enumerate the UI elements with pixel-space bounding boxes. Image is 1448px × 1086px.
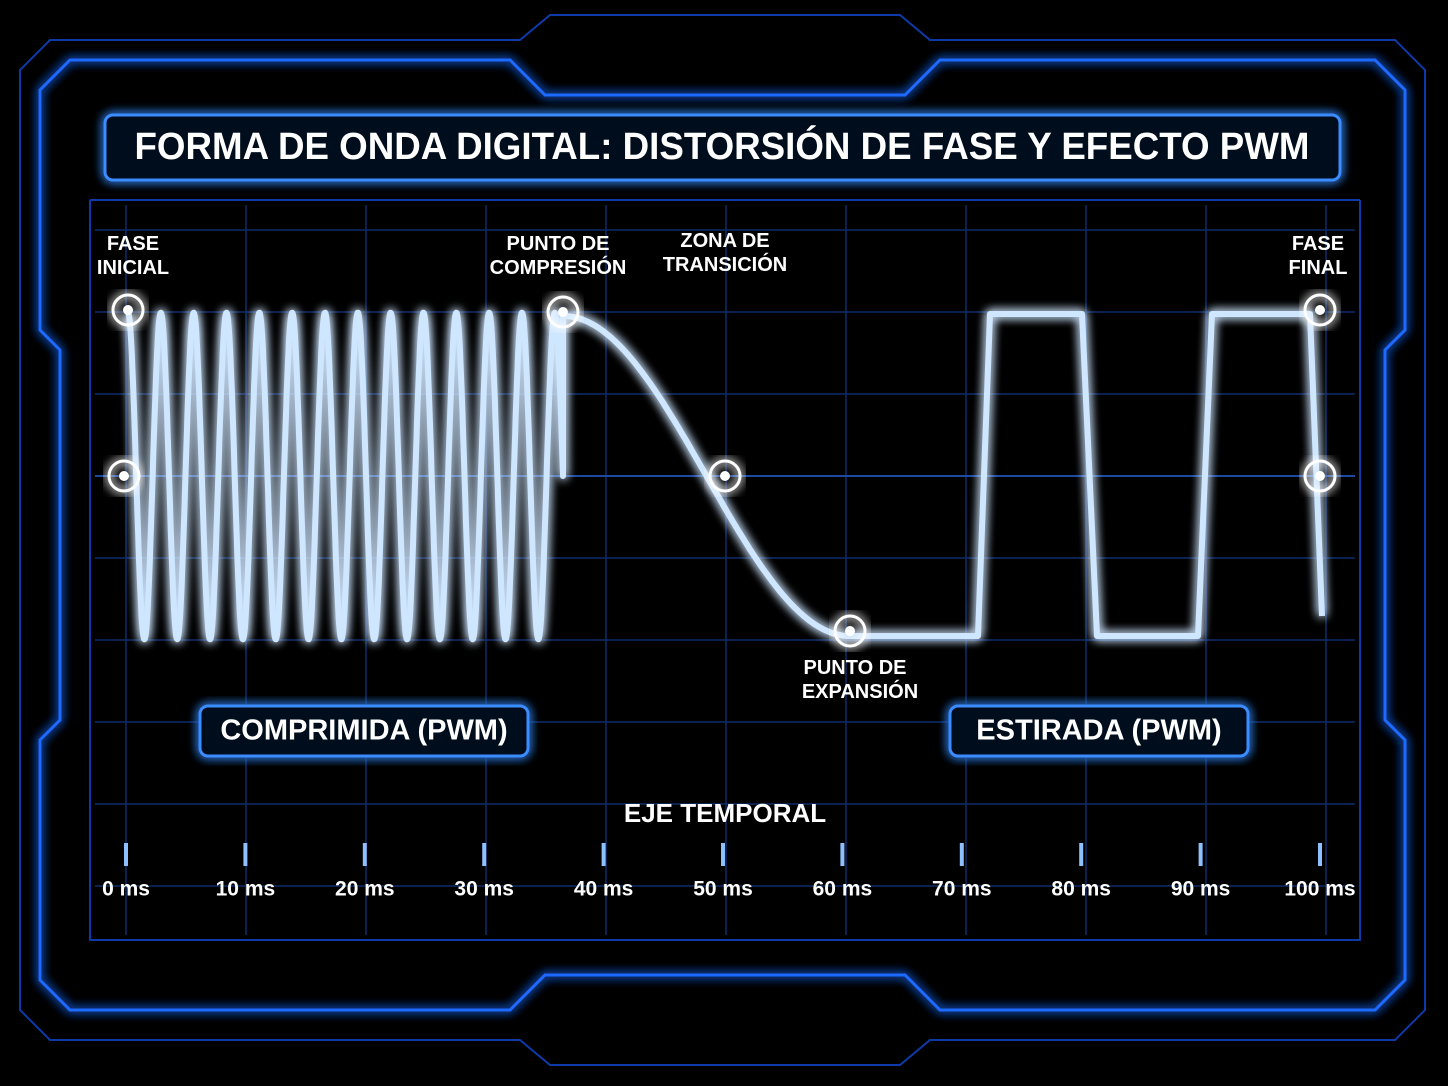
tick-label: 50 ms	[693, 878, 753, 901]
tick-label: 0 ms	[102, 878, 150, 901]
marker-ring	[107, 459, 141, 493]
grid	[95, 205, 1355, 935]
tick-label: 60 ms	[813, 878, 873, 901]
annotation: PUNTO DE EXPANSIÓN	[802, 657, 918, 703]
annotation-line: TRANSICIÓN	[663, 252, 787, 276]
marker-ring	[111, 293, 145, 327]
axis-title: EJE TEMPORAL	[624, 798, 826, 828]
marker-ring	[708, 459, 742, 493]
panel-border	[89, 199, 1361, 941]
region-label: COMPRIMIDA (PWM)	[220, 715, 507, 747]
annotation: FASE FINAL	[1289, 233, 1348, 279]
marker-dot	[1315, 471, 1325, 481]
annotation-line: EXPANSIÓN	[802, 679, 918, 703]
tick-label: 90 ms	[1171, 878, 1231, 901]
waveform	[125, 309, 1325, 643]
tick-label: 80 ms	[1051, 878, 1111, 901]
annotation: PUNTO DE COMPRESIÓN	[490, 233, 627, 279]
axis: 0 ms 10 ms 20 ms 30 ms 40 ms 50 ms 60 ms 70 ms 8…	[102, 843, 1356, 901]
marker-ring	[1303, 293, 1337, 327]
tick-label: 40 ms	[574, 878, 634, 901]
annotation-line: FASE	[1292, 233, 1344, 255]
tick-label: 100 ms	[1284, 878, 1355, 901]
tick-label: 10 ms	[216, 878, 276, 901]
annotation-line: COMPRESIÓN	[490, 255, 627, 279]
title-box	[103, 113, 1342, 182]
annotation-line: INICIAL	[97, 257, 169, 279]
annotation-line: PUNTO DE	[804, 657, 907, 679]
marker-dot	[123, 305, 133, 315]
annotation: FASE INICIAL	[97, 233, 169, 279]
marker-dot	[720, 471, 730, 481]
marker-ring	[833, 614, 867, 648]
annotation-line: PUNTO DE	[507, 233, 610, 255]
outer-rim	[19, 14, 1426, 1066]
tick-label: 30 ms	[454, 878, 514, 901]
tick-label: 70 ms	[932, 878, 992, 901]
annotation-line: ZONA DE	[680, 230, 769, 252]
region-box	[198, 704, 530, 758]
tick-label: 20 ms	[335, 878, 395, 901]
marker-ring	[1303, 459, 1337, 493]
annotation-line: FINAL	[1289, 257, 1348, 279]
markers	[107, 293, 1337, 648]
title: FORMA DE ONDA DIGITAL: DISTORSIÓN DE FAS…	[135, 124, 1310, 168]
outer-frame	[38, 58, 1407, 1012]
marker-dot	[119, 471, 129, 481]
region-box	[948, 704, 1250, 758]
marker-ring	[546, 295, 580, 329]
region-label: ESTIRADA (PWM)	[976, 715, 1221, 747]
marker-dot	[845, 626, 855, 636]
marker-dot	[1315, 305, 1325, 315]
annotation: ZONA DE TRANSICIÓN	[663, 230, 787, 276]
annotation-line: FASE	[107, 233, 159, 255]
marker-dot	[558, 307, 568, 317]
